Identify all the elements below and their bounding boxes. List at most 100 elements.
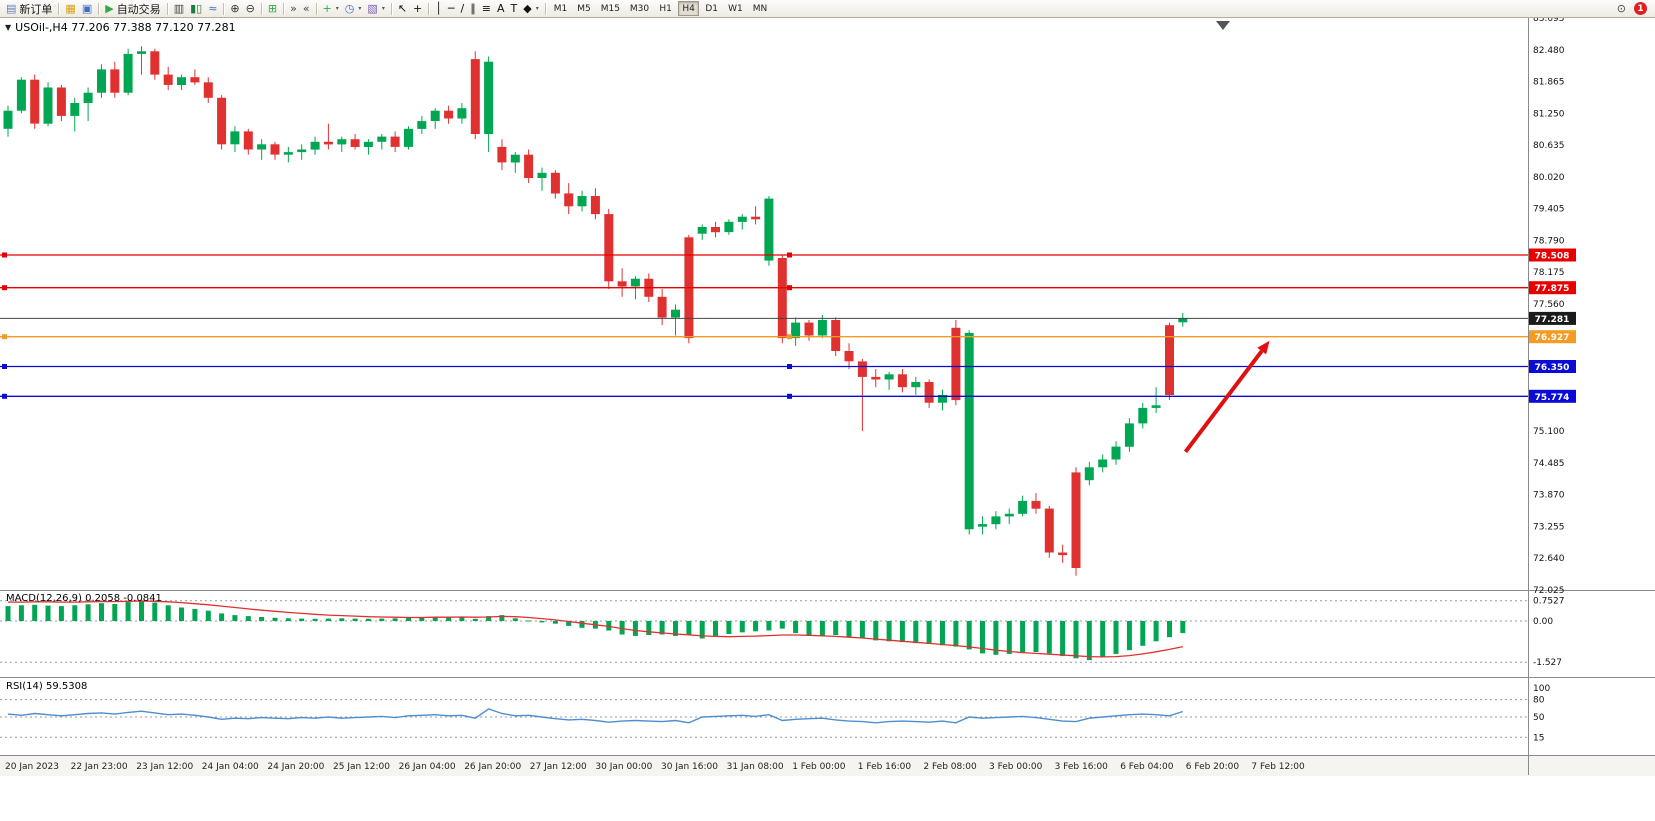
auto-trading-icon: ▶ bbox=[105, 1, 114, 15]
new-order-button[interactable]: ▤ 新订单 bbox=[3, 1, 55, 17]
timeframe-D1-button[interactable]: D1 bbox=[705, 3, 718, 14]
periods-button[interactable]: ◷ ▾ bbox=[342, 1, 365, 17]
shapes-dropdown-icon[interactable]: ▾ bbox=[535, 5, 539, 12]
svg-text:3 Feb 16:00: 3 Feb 16:00 bbox=[1055, 762, 1109, 772]
trendline-button[interactable]: / bbox=[458, 1, 468, 17]
svg-text:7 Feb 12:00: 7 Feb 12:00 bbox=[1251, 762, 1305, 772]
zoom-in-button[interactable]: ⊕ bbox=[227, 1, 242, 17]
toolbar-separator bbox=[98, 2, 100, 15]
timeframe-M5-button[interactable]: M5 bbox=[577, 3, 591, 14]
crosshair-icon: + bbox=[413, 1, 423, 15]
price-tick: 83.095 bbox=[1533, 14, 1565, 24]
svg-text:31 Jan 08:00: 31 Jan 08:00 bbox=[727, 762, 784, 772]
hline-handle bbox=[787, 285, 792, 291]
macd-tick: 0.00 bbox=[1533, 617, 1553, 627]
trend-arrow[interactable] bbox=[1183, 340, 1270, 454]
timeframe-M1-button[interactable]: M1 bbox=[553, 3, 568, 14]
notification-badge[interactable]: 1 bbox=[1634, 2, 1647, 15]
rsi-indicator-label: RSI(14) 59.5308 bbox=[6, 681, 88, 692]
timeframe-H4-button[interactable]: H4 bbox=[678, 1, 700, 16]
svg-text:22 Jan 23:00: 22 Jan 23:00 bbox=[71, 762, 128, 772]
periods-icon: ◷ bbox=[344, 1, 355, 15]
auto-trading-button[interactable]: ▶ 自动交易 bbox=[102, 1, 163, 17]
new-chart-dropdown-icon[interactable]: ▾ bbox=[335, 5, 339, 12]
toolbar-separator bbox=[283, 2, 285, 15]
toolbar-separator bbox=[260, 2, 262, 15]
svg-text:20 Jan 2023: 20 Jan 2023 bbox=[5, 762, 59, 772]
new-order-icon: ▤ bbox=[6, 1, 17, 15]
hline-handle bbox=[787, 393, 792, 399]
crosshair-button[interactable]: + bbox=[410, 1, 425, 17]
shapes-button[interactable]: ◆ ▾ bbox=[520, 1, 541, 17]
signals-button[interactable]: ▦ bbox=[62, 1, 78, 17]
price-axis[interactable]: 83.095 82.480 81.865 81.250 80.635 80.020 79.4… bbox=[1529, 14, 1576, 743]
chart-shift-button[interactable]: « bbox=[300, 1, 313, 17]
vertical-line-button[interactable]: │ bbox=[432, 1, 445, 17]
search-button[interactable]: ⊙ bbox=[1614, 1, 1629, 17]
svg-text:23 Jan 12:00: 23 Jan 12:00 bbox=[136, 762, 193, 772]
hline-handle bbox=[787, 364, 792, 369]
timeframe-W1-button[interactable]: W1 bbox=[728, 3, 743, 14]
zoom-out-button[interactable]: ⊖ bbox=[243, 1, 258, 17]
horizontal-line-button[interactable]: ─ bbox=[445, 1, 458, 17]
macd-tick: 0.7527 bbox=[1533, 597, 1565, 607]
text-label-icon: T bbox=[510, 1, 518, 15]
text-label-button[interactable]: T bbox=[507, 1, 520, 17]
market-watch-button[interactable]: ▣ bbox=[79, 1, 95, 17]
line-chart-button[interactable]: ≈ bbox=[205, 1, 220, 17]
templates-dropdown-icon[interactable]: ▾ bbox=[381, 5, 385, 12]
timeframe-H1-button[interactable]: H1 bbox=[659, 3, 672, 14]
timeframe-MN-button[interactable]: MN bbox=[752, 3, 768, 14]
svg-text:26 Jan 04:00: 26 Jan 04:00 bbox=[399, 762, 456, 772]
hline-76.927[interactable] bbox=[0, 334, 1528, 340]
text-button[interactable]: A bbox=[494, 1, 508, 17]
templates-button[interactable]: ▧ ▾ bbox=[364, 1, 387, 17]
hline-handle bbox=[2, 364, 7, 369]
cursor-button[interactable]: ↖ bbox=[395, 1, 410, 17]
svg-text:75.774: 75.774 bbox=[1535, 393, 1570, 403]
templates-icon: ▧ bbox=[367, 1, 378, 15]
hline-handle bbox=[2, 393, 7, 399]
svg-text:30 Jan 00:00: 30 Jan 00:00 bbox=[595, 762, 652, 772]
timeframe-group: M1 M5 M15 M30 H1 H4 D1 W1 MN bbox=[549, 0, 773, 17]
price-badge-75.774: 75.774 bbox=[1529, 389, 1576, 403]
collapse-panel-icon[interactable]: ▼ bbox=[5, 23, 12, 32]
time-axis[interactable] bbox=[0, 756, 1655, 776]
bar-chart-button[interactable]: ▥ bbox=[171, 1, 187, 17]
shapes-icon: ◆ bbox=[523, 1, 532, 15]
fibonacci-button[interactable]: ≡ bbox=[479, 1, 494, 17]
candlestick-chart-icon: ▮▯ bbox=[190, 1, 203, 15]
price-tick: 77.560 bbox=[1533, 300, 1565, 310]
hline-77.875[interactable] bbox=[0, 285, 1528, 291]
new-chart-button[interactable]: + ▾ bbox=[320, 1, 342, 17]
price-tick: 80.635 bbox=[1533, 141, 1565, 151]
price-tick: 73.870 bbox=[1533, 491, 1565, 501]
price-badge-78.508: 78.508 bbox=[1529, 248, 1576, 262]
svg-text:24 Jan 04:00: 24 Jan 04:00 bbox=[202, 762, 259, 772]
chart-shift-marker[interactable] bbox=[1216, 21, 1230, 30]
market-watch-icon: ▣ bbox=[81, 1, 93, 15]
tile-windows-button[interactable]: ⊞ bbox=[265, 1, 280, 17]
tile-windows-icon: ⊞ bbox=[267, 1, 278, 15]
svg-text:25 Jan 12:00: 25 Jan 12:00 bbox=[333, 762, 390, 772]
auto-scroll-icon: » bbox=[290, 1, 297, 15]
hline-75.774[interactable] bbox=[0, 393, 1528, 399]
channel-icon: ∥ bbox=[470, 1, 476, 15]
price-tick: 74.485 bbox=[1533, 459, 1565, 469]
price-badge-76.927: 76.927 bbox=[1529, 330, 1576, 344]
symbol-title: USOil-,H4 77.206 77.388 77.120 77.281 bbox=[15, 21, 236, 34]
hline-78.508[interactable] bbox=[0, 252, 1528, 258]
timeframe-M15-button[interactable]: M15 bbox=[600, 3, 620, 14]
svg-text:77.875: 77.875 bbox=[1535, 284, 1570, 294]
candlestick-chart-button[interactable]: ▮▯ bbox=[187, 1, 205, 17]
timeframe-M30-button[interactable]: M30 bbox=[629, 3, 650, 14]
periods-dropdown-icon[interactable]: ▾ bbox=[358, 5, 362, 12]
svg-text:1 Feb 00:00: 1 Feb 00:00 bbox=[792, 762, 846, 772]
channel-button[interactable]: ∥ bbox=[467, 1, 479, 17]
auto-scroll-button[interactable]: » bbox=[287, 1, 300, 17]
svg-text:77.281: 77.281 bbox=[1535, 315, 1570, 325]
hline-76.35[interactable] bbox=[0, 364, 1528, 369]
